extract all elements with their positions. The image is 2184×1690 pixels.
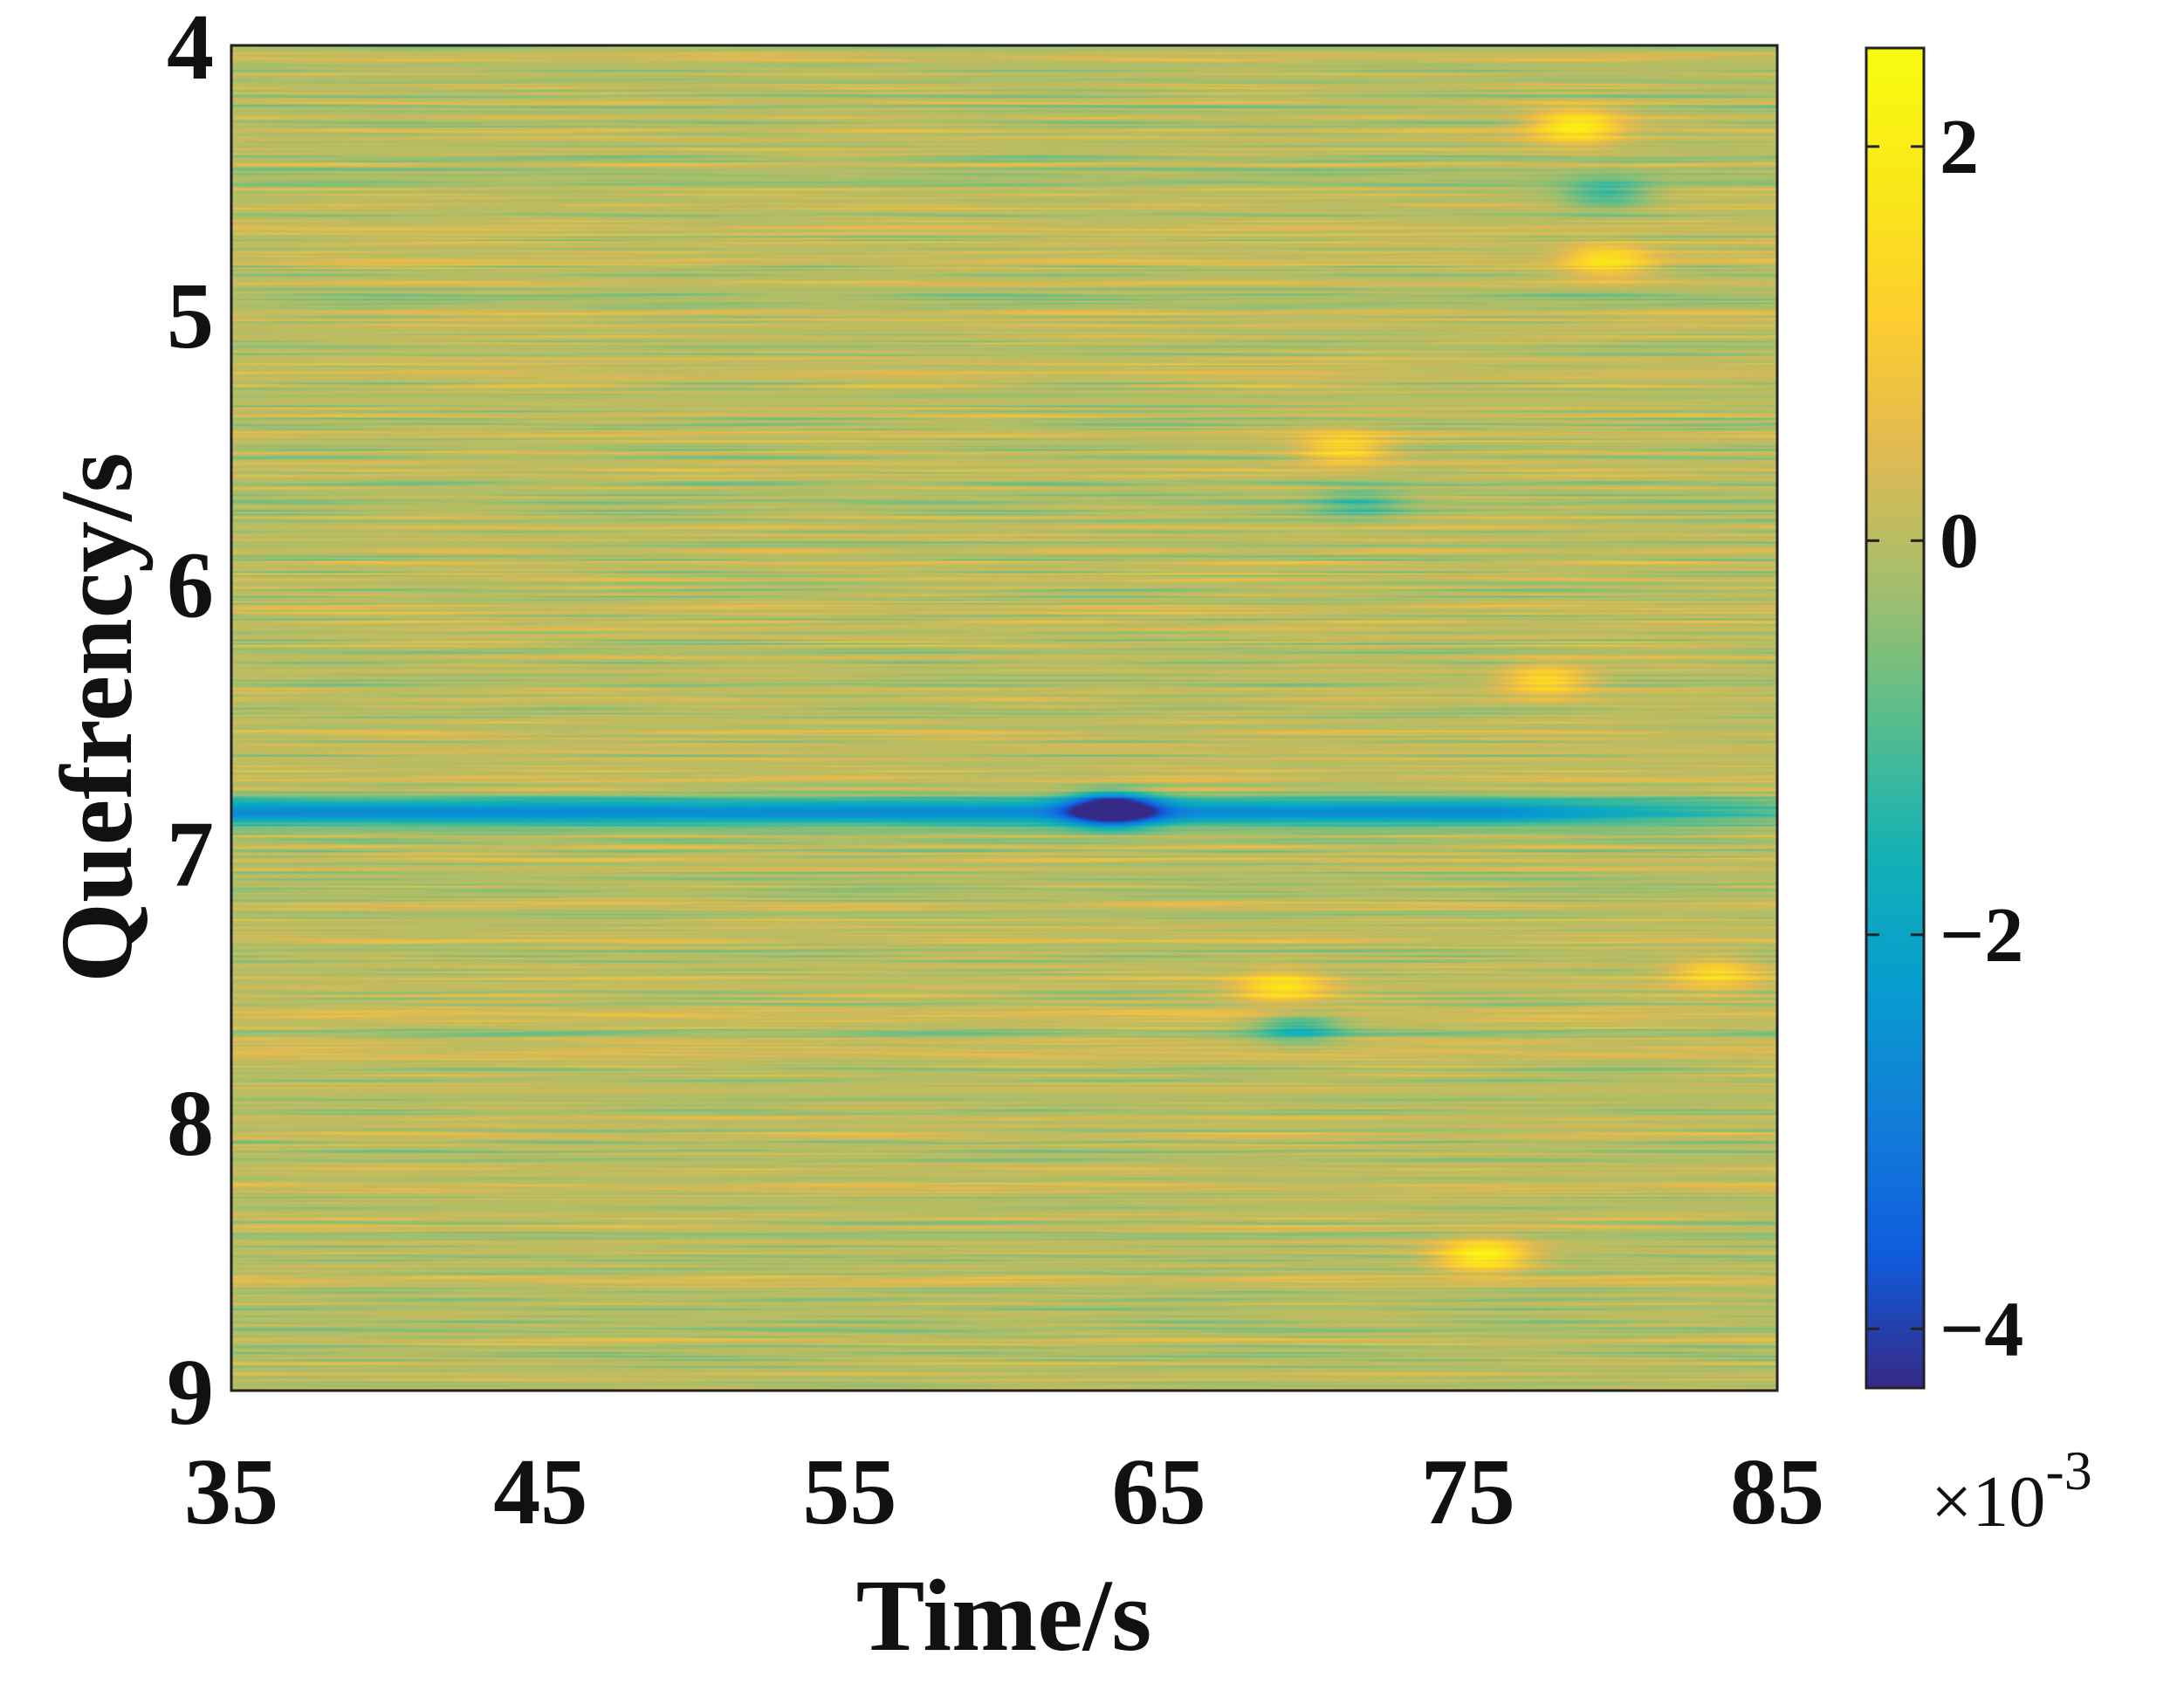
y-tick-label: 6 xyxy=(167,533,214,637)
x-tick-label: 35 xyxy=(184,1440,278,1544)
x-axis-label: Time/s xyxy=(856,1558,1152,1673)
y-tick-label: 8 xyxy=(167,1072,214,1176)
colorbar xyxy=(1865,46,1926,1390)
colorbar-tick-label: −4 xyxy=(1940,1286,2023,1372)
y-tick-label: 9 xyxy=(167,1341,214,1445)
plot-frame xyxy=(230,44,1779,1392)
colorbar-multiplier-exponent: -3 xyxy=(2045,1439,2091,1501)
colorbar-tick-label: −2 xyxy=(1940,892,2023,979)
colorbar-tick-label: 2 xyxy=(1940,104,1979,190)
y-axis-label: Quefrency/s xyxy=(39,452,154,982)
colorbar-tick-label: 0 xyxy=(1940,498,1979,584)
colorbar-multiplier: ×10-3 xyxy=(1931,1439,2092,1542)
x-axis: 35 45 55 65 75 85 xyxy=(184,1440,1824,1544)
x-tick-label: 75 xyxy=(1421,1440,1515,1544)
y-tick-label: 7 xyxy=(167,803,214,907)
x-tick-label: 85 xyxy=(1730,1440,1824,1544)
y-axis: 4 5 6 7 8 9 xyxy=(167,0,214,1445)
y-tick-label: 4 xyxy=(167,0,214,100)
heatmap-image xyxy=(231,45,1777,1391)
y-tick-label: 5 xyxy=(167,264,214,368)
x-tick-label: 45 xyxy=(493,1440,587,1544)
colorbar-ticks: 2 0 −2 −4 xyxy=(1866,104,2023,1372)
x-tick-label: 65 xyxy=(1112,1440,1206,1544)
heatmap-cells xyxy=(231,45,1777,1391)
x-tick-label: 55 xyxy=(802,1440,896,1544)
colorbar-multiplier-base: ×10 xyxy=(1931,1461,2045,1542)
